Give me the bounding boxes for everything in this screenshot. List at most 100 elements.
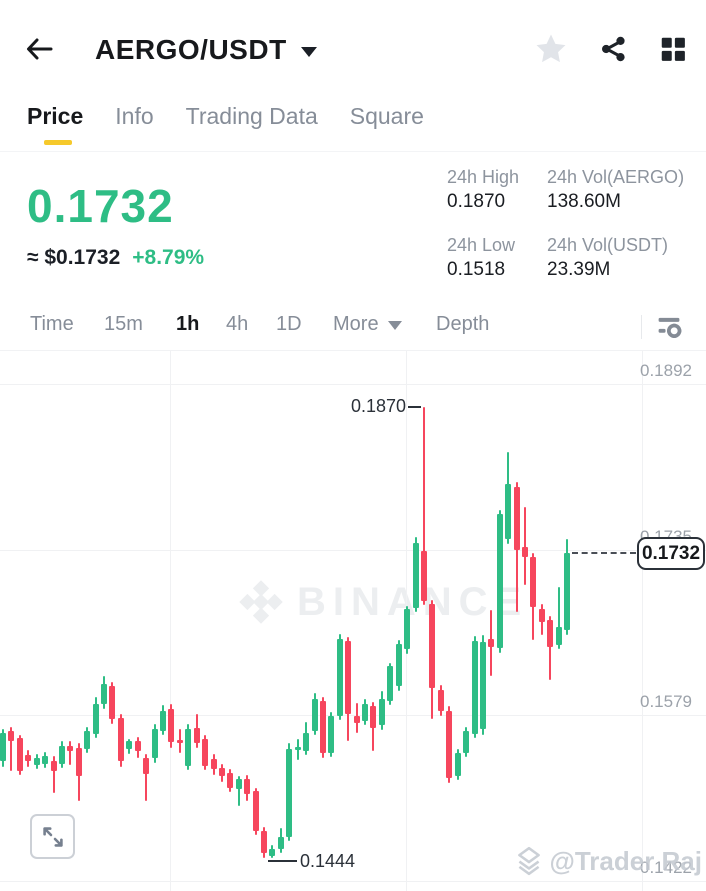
tab-bar: Price Info Trading Data Square: [27, 101, 424, 131]
candle-down: [117, 718, 124, 762]
last-price: 0.1732: [27, 180, 174, 232]
fiat-equivalent: ≈ $0.1732: [27, 246, 121, 269]
timeframe-time[interactable]: Time: [30, 313, 74, 335]
fullscreen-expand-button[interactable]: [30, 814, 75, 859]
active-tab-underline: [44, 140, 72, 145]
favorite-star-icon[interactable]: [534, 32, 568, 66]
divider: [0, 151, 706, 152]
candle-down: [202, 739, 209, 766]
tab-info[interactable]: Info: [115, 103, 154, 129]
candle-down: [143, 758, 150, 775]
candle-down: [75, 747, 82, 777]
candle-down: [16, 738, 23, 771]
candle-down: [538, 609, 545, 622]
candle-down: [513, 486, 520, 550]
candle-down: [370, 706, 377, 728]
candle-up: [412, 542, 419, 609]
candle-up: [404, 609, 411, 650]
candle-down: [437, 689, 444, 711]
tab-price[interactable]: Price: [27, 103, 84, 129]
tab-square[interactable]: Square: [349, 103, 424, 129]
candle-down: [421, 551, 427, 601]
chevron-down-icon: [300, 46, 317, 57]
stat-24h-low: 24h Low 0.1518: [447, 235, 547, 280]
candle-up: [294, 746, 301, 750]
candle-wick: [296, 739, 299, 761]
vertical-gridline: [170, 351, 171, 891]
horizontal-gridline: [0, 384, 706, 385]
stat-24h-high: 24h High 0.1870: [447, 167, 547, 212]
vertical-gridline: [642, 351, 643, 891]
candle-up: [58, 745, 65, 764]
candle-down: [345, 640, 352, 714]
timeframe-1h[interactable]: 1h: [176, 313, 200, 335]
candle-up: [454, 752, 461, 777]
horizontal-gridline: [0, 881, 706, 882]
candle-down: [227, 773, 234, 788]
candle-down: [50, 761, 57, 771]
candle-wick: [549, 615, 552, 681]
high-annotation-label: 0.1870: [350, 396, 406, 416]
candle-up: [159, 710, 166, 731]
last-price-tag[interactable]: 0.1732: [637, 537, 705, 570]
pair-selector[interactable]: AERGO/USDT: [95, 26, 317, 74]
stat-value: 23.39M: [547, 259, 611, 280]
y-axis-label: 0.1579: [640, 692, 692, 711]
candle-up: [84, 730, 91, 749]
candle-up: [303, 732, 310, 751]
candle-down: [261, 831, 268, 854]
stat-label: 24h Vol(AERGO): [547, 167, 685, 187]
candle-down: [8, 730, 15, 742]
candle-up: [126, 741, 133, 749]
top-bar: AERGO/USDT: [0, 26, 706, 74]
stat-value: 138.60M: [547, 191, 621, 212]
timeframe-15m[interactable]: 15m: [104, 313, 143, 335]
stat-24h-vol-base: 24h Vol(AERGO) 138.60M: [547, 167, 684, 212]
grid-menu-icon[interactable]: [658, 34, 688, 64]
candle-wick: [52, 756, 55, 794]
candle-up: [387, 666, 394, 702]
candle-wick: [69, 741, 72, 765]
candle-wick: [423, 407, 425, 605]
price-subline: ≈ $0.1732 +8.79%: [27, 246, 204, 270]
candle-up: [378, 699, 385, 726]
candle-down: [252, 791, 259, 832]
y-axis-label: 0.1422: [640, 858, 692, 877]
tab-trading-data[interactable]: Trading Data: [185, 103, 318, 129]
page-title: AERGO/USDT: [95, 34, 287, 65]
candle-up: [277, 836, 284, 850]
candle-wick: [237, 776, 240, 806]
candle-up: [505, 484, 512, 540]
candle-down: [176, 740, 183, 743]
candle-up: [286, 748, 293, 837]
candle-down: [446, 710, 453, 779]
stat-value: 0.1518: [447, 259, 506, 280]
stat-24h-vol-quote: 24h Vol(USDT) 23.39M: [547, 235, 684, 280]
candle-up: [328, 715, 335, 753]
timeframe-4h[interactable]: 4h: [226, 313, 249, 335]
chart-settings-icon[interactable]: [654, 311, 684, 347]
candle-up: [151, 728, 158, 759]
high-annotation-line: [408, 406, 421, 408]
candle-down: [353, 715, 360, 724]
expand-arrows-icon: [42, 826, 63, 847]
depth-button[interactable]: Depth: [436, 313, 490, 335]
chart-toolbar: Time 15m 1h 4h 1D More Depth: [0, 305, 706, 349]
low-annotation-label: 0.1444: [300, 851, 356, 871]
candle-down: [193, 727, 200, 744]
share-icon[interactable]: [598, 34, 628, 64]
back-button[interactable]: [24, 36, 54, 62]
low-annotation-line: [268, 860, 297, 862]
candle-wick: [557, 587, 560, 650]
more-dropdown[interactable]: More: [333, 313, 379, 335]
candle-down: [134, 741, 141, 751]
candle-down: [168, 708, 175, 743]
candle-up: [185, 728, 192, 766]
timeframe-1d[interactable]: 1D: [276, 313, 302, 335]
chevron-down-icon[interactable]: [388, 321, 402, 330]
candle-up: [42, 756, 49, 764]
candle-down: [429, 603, 436, 689]
candle-up: [479, 641, 486, 729]
candle-down: [522, 546, 529, 558]
